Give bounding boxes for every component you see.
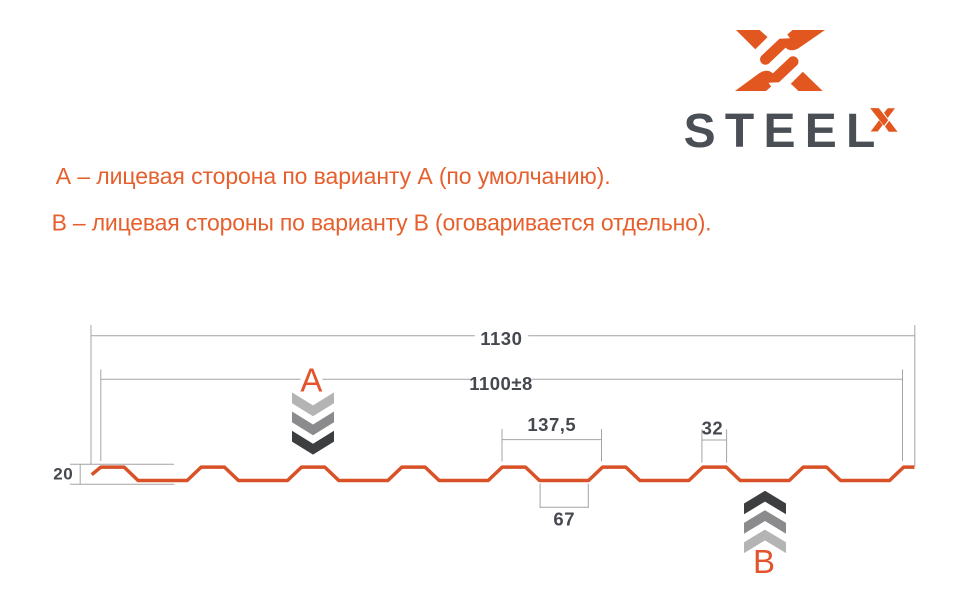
svg-text:В – лицевая стороны по вариант: В – лицевая стороны по варианту В (огова… xyxy=(52,210,712,236)
svg-text:32: 32 xyxy=(702,418,724,439)
svg-text:137,5: 137,5 xyxy=(527,414,576,435)
svg-text:STEEL: STEEL xyxy=(684,105,885,158)
svg-text:А – лицевая сторона по вариант: А – лицевая сторона по варианту А (по ум… xyxy=(56,163,611,189)
svg-text:20: 20 xyxy=(53,465,73,484)
svg-text:67: 67 xyxy=(553,509,575,530)
svg-text:А: А xyxy=(300,362,322,399)
svg-text:В: В xyxy=(753,543,775,580)
svg-text:1130: 1130 xyxy=(480,328,522,349)
svg-text:1100±8: 1100±8 xyxy=(469,373,533,394)
